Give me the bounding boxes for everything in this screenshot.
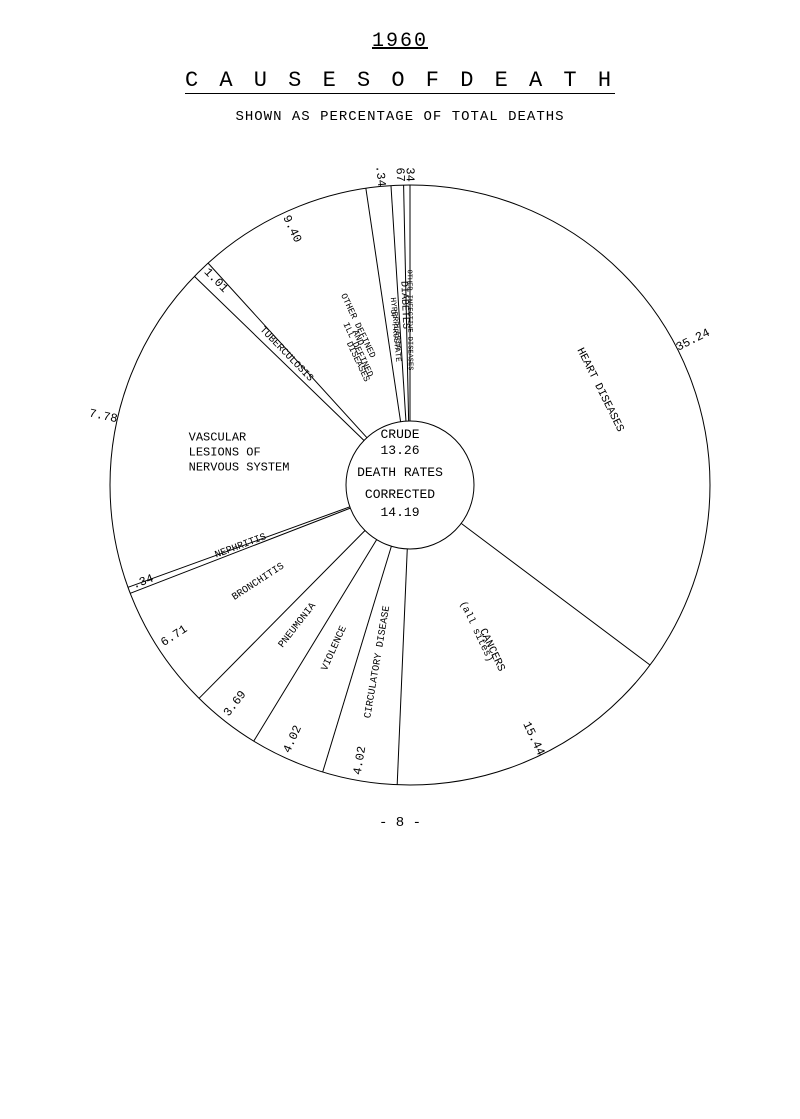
svg-text:PNEUMONIA: PNEUMONIA (277, 601, 319, 650)
svg-text:3.69: 3.69 (221, 688, 250, 719)
subtitle: SHOWN AS PERCENTAGE OF TOTAL DEATHS (0, 109, 800, 125)
page-title: C A U S E S O F D E A T H (185, 68, 615, 94)
center-crude-value: 13.26 (340, 443, 460, 458)
svg-text:VASCULAR: VASCULAR (189, 431, 247, 445)
svg-text:TUBERCULOSIS: TUBERCULOSIS (257, 325, 315, 384)
svg-text:35.24: 35.24 (674, 326, 712, 355)
pie-chart: HEART DISEASESCANCERS(all sites)CIRCULAT… (90, 165, 710, 785)
svg-text:.34: .34 (130, 572, 155, 593)
svg-text:HEART DISEASES: HEART DISEASES (574, 346, 626, 434)
svg-text:4.02: 4.02 (351, 745, 370, 776)
svg-text:4.02: 4.02 (280, 723, 305, 755)
svg-text:6.71: 6.71 (158, 622, 190, 650)
center-corrected-value: 14.19 (340, 505, 460, 520)
svg-text:.34: .34 (403, 165, 417, 182)
svg-text:OTHER INFECTIVE DISEASES: OTHER INFECTIVE DISEASES (405, 270, 414, 371)
center-crude-label: CRUDE (340, 427, 460, 442)
center-corrected-label: CORRECTED (340, 487, 460, 502)
svg-text:NERVOUS SYSTEM: NERVOUS SYSTEM (189, 461, 290, 475)
svg-text:9.40: 9.40 (279, 213, 304, 245)
svg-text:1.34: 1.34 (371, 165, 388, 187)
svg-text:CIRCULATORY DISEASE: CIRCULATORY DISEASE (363, 605, 393, 719)
svg-text:1.01: 1.01 (201, 265, 231, 295)
svg-text:BRONCHITIS: BRONCHITIS (231, 561, 287, 603)
svg-text:15.44: 15.44 (519, 719, 547, 758)
year-label: 1960 (0, 30, 800, 53)
svg-text:NEPHRITIS: NEPHRITIS (214, 532, 268, 561)
page-number: - 8 - (0, 815, 800, 831)
svg-text:17.78: 17.78 (90, 405, 119, 426)
center-rates-label: DEATH RATES (340, 465, 460, 480)
svg-text:VIOLENCE: VIOLENCE (320, 624, 350, 672)
svg-text:LESIONS OF: LESIONS OF (189, 446, 261, 460)
